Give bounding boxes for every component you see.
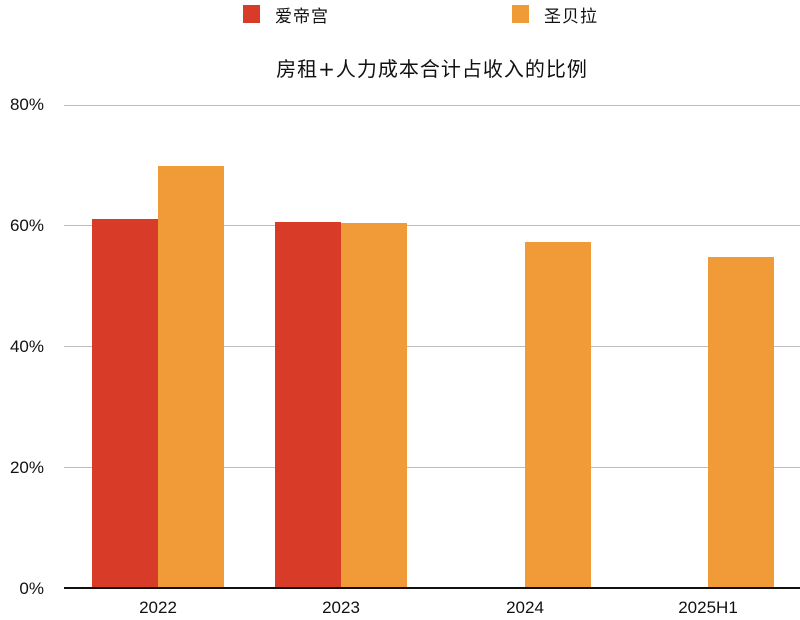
x-tick-label: 2022 — [139, 598, 177, 617]
gridline-80 — [64, 105, 800, 106]
legend-swatch-red — [243, 5, 260, 23]
y-tick-label: 20% — [9, 458, 44, 477]
gridline-60 — [64, 225, 800, 226]
legend-item-shengbeila: 圣贝拉 — [512, 4, 598, 27]
chart-title: 房租+人力成本合计占收入的比例 — [276, 57, 588, 81]
y-tick-label: 80% — [9, 95, 44, 114]
y-tick-label: 40% — [9, 337, 44, 356]
bar-2022-aidigong — [92, 219, 158, 588]
y-tick-label: 0% — [19, 579, 44, 598]
x-tick-label: 2025H1 — [678, 598, 738, 617]
x-tick-label: 2023 — [322, 598, 360, 617]
legend-label: 圣贝拉 — [544, 6, 598, 27]
bar-2023-aidigong — [275, 222, 341, 588]
x-axis-line — [64, 587, 800, 589]
legend-swatch-orange — [512, 5, 529, 23]
legend-item-aidigong: 爱帝宫 — [243, 4, 329, 27]
bar-2025H1-shengbeila — [708, 257, 774, 588]
x-tick-label: 2024 — [506, 598, 544, 617]
y-tick-label: 60% — [9, 216, 44, 235]
gridline-20 — [64, 467, 800, 468]
bar-2023-shengbeila — [341, 223, 407, 588]
bar-2022-shengbeila — [158, 165, 224, 588]
legend-label: 爱帝宫 — [275, 6, 329, 27]
gridline-40 — [64, 346, 800, 347]
bar-2024-shengbeila — [525, 242, 591, 588]
